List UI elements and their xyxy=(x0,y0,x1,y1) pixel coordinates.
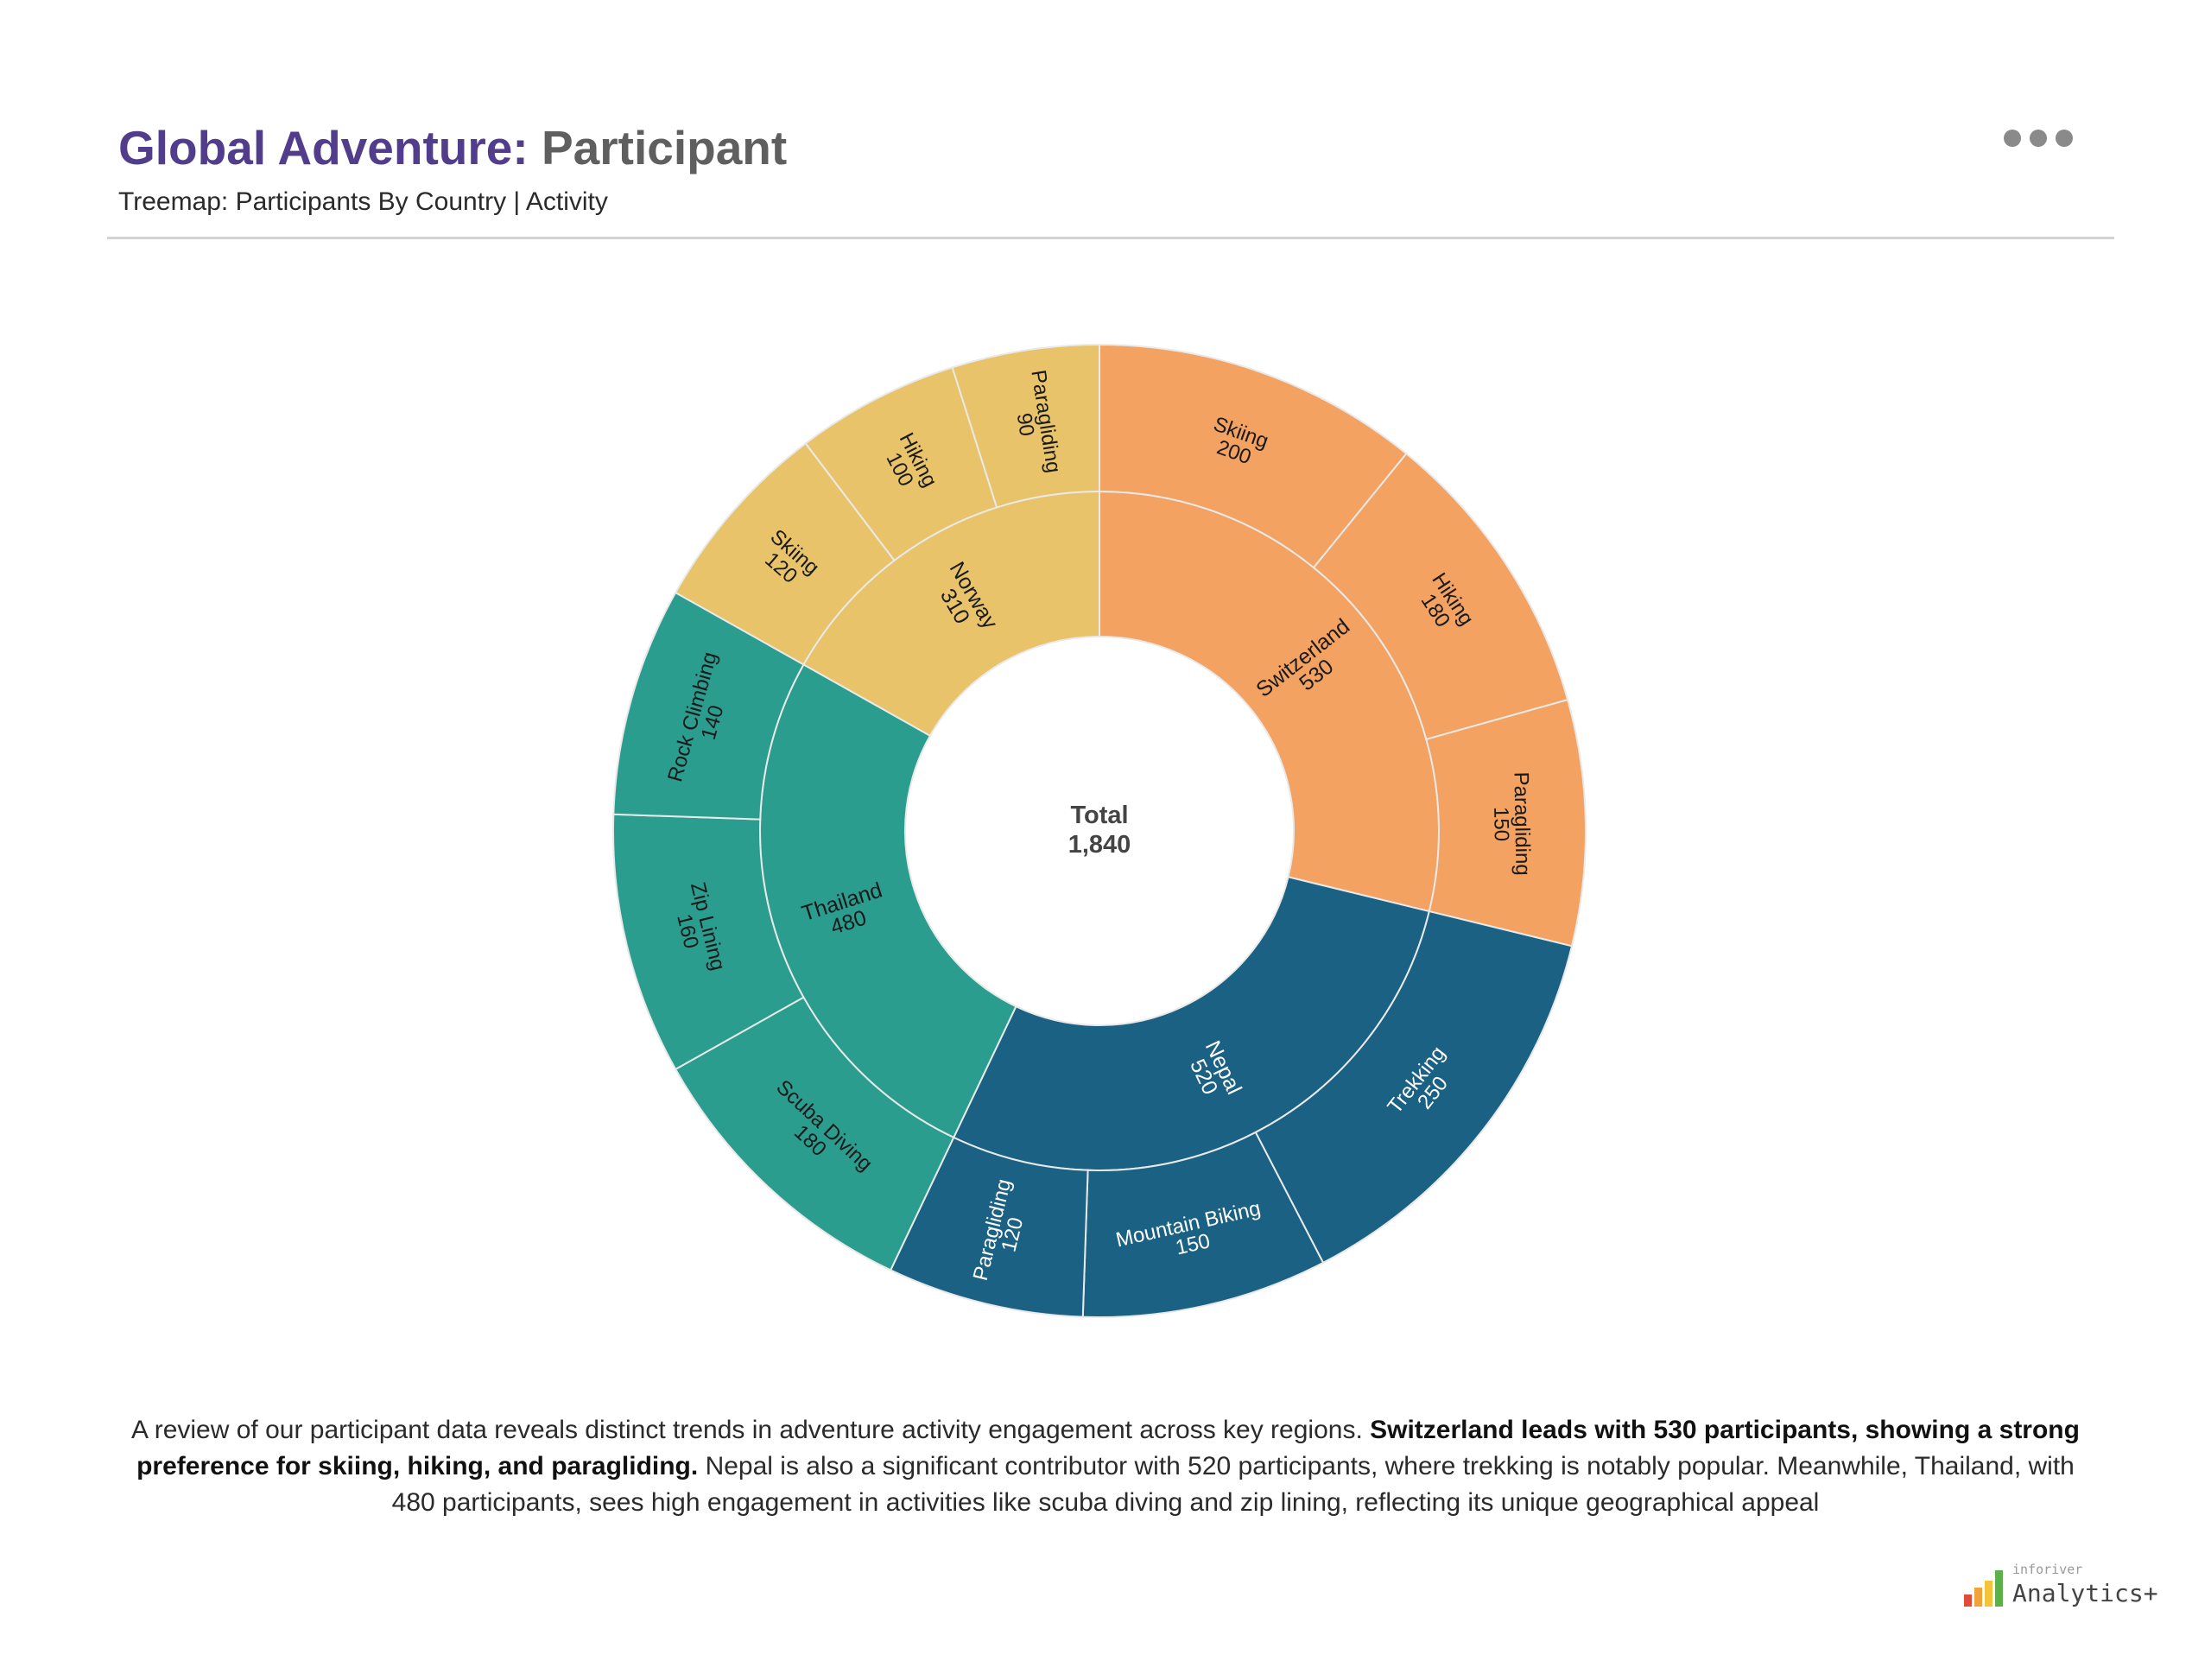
center-total-value: 1,840 xyxy=(1068,831,1131,859)
title-rest: Participant xyxy=(541,121,788,174)
header-divider xyxy=(107,237,2114,239)
brand-logo: inforiver Analytics+ xyxy=(1962,1562,2161,1613)
bar-chart-logo-icon xyxy=(1964,1570,2003,1607)
brand-name: Analytics+ xyxy=(2012,1579,2158,1607)
more-horizontal-icon[interactable] xyxy=(2004,130,2081,155)
brand-name-small: inforiver xyxy=(2012,1562,2083,1577)
narrative-bold: Switzerland leads with 530 participants,… xyxy=(136,1416,2080,1480)
page-title: Global Adventure: Participant xyxy=(118,117,2093,179)
page-subtitle: Treemap: Participants By Country | Activ… xyxy=(118,187,608,216)
menu-dot xyxy=(2004,130,2021,147)
sunburst-label-switzerland-paragliding: Paragliding150 xyxy=(1489,771,1535,876)
menu-dot xyxy=(2056,130,2073,147)
sunburst-slice-norway-paragliding[interactable] xyxy=(951,343,1100,509)
title-accent: Global Adventure: xyxy=(118,121,529,174)
center-total-label: Total xyxy=(1070,802,1128,829)
report-header: Global Adventure: Participant Treemap: P… xyxy=(118,117,2093,217)
sunburst-chart: Switzerland530Skiing200Hiking180Paraglid… xyxy=(612,343,1587,1318)
narrative-part2: Nepal is also a significant contributor … xyxy=(391,1452,2075,1517)
menu-dot xyxy=(2030,130,2047,147)
narrative-text: A review of our participant data reveals… xyxy=(121,1412,2090,1521)
narrative-part1: A review of our participant data reveals… xyxy=(131,1416,1371,1444)
